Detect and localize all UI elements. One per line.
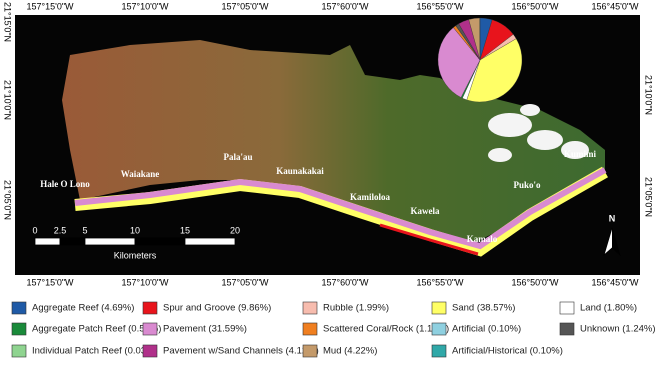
legend-label: Pavement w/Sand Channels (4.12%)	[163, 346, 319, 357]
scale-unit: Kilometers	[114, 250, 157, 260]
lon-label: 157°60'0"W	[321, 1, 369, 11]
legend-label: Artificial (0.10%)	[452, 324, 521, 335]
place-label: Kaunakakai	[276, 166, 324, 176]
place-label: Hale O Lono	[40, 179, 90, 189]
legend-label: Unknown (1.24%)	[580, 324, 656, 335]
scale-tick-label: 0	[32, 225, 37, 235]
legend-swatch	[12, 323, 26, 335]
legend-label: Individual Patch Reef (0.03%)	[32, 346, 158, 357]
lon-label: 157°60'0"W	[321, 277, 369, 287]
lon-label: 156°45'0"W	[591, 1, 639, 11]
place-label: Kamalo	[467, 234, 498, 244]
legend-swatch	[143, 323, 157, 335]
legend-label: Mud (4.22%)	[323, 346, 377, 357]
legend-swatch	[143, 302, 157, 314]
legend-swatch	[560, 323, 574, 335]
north-label: N	[609, 213, 616, 223]
lon-label: 156°55'0"W	[416, 277, 464, 287]
lat-label: 21°10'0"N	[3, 80, 13, 120]
scale-segment	[60, 238, 85, 245]
legend-swatch	[432, 323, 446, 335]
legend-label: Aggregate Patch Reef (0.56%)	[32, 324, 161, 335]
legend-label: Pavement (31.59%)	[163, 324, 247, 335]
place-label: Kawela	[411, 206, 440, 216]
lat-label: 21°15'0"N	[3, 2, 13, 42]
legend-swatch	[560, 302, 574, 314]
scale-tick-label: 10	[130, 225, 140, 235]
legend-label: Rubble (1.99%)	[323, 303, 389, 314]
lon-label: 156°50'0"W	[511, 277, 559, 287]
scale-segment	[35, 238, 60, 245]
lon-label: 157°05'0"W	[221, 1, 269, 11]
place-label: Kamiloloa	[350, 192, 390, 202]
lon-label: 156°50'0"W	[511, 1, 559, 11]
legend-swatch	[432, 345, 446, 357]
legend-swatch	[303, 323, 317, 335]
legend-swatch	[12, 345, 26, 357]
legend-label: Scattered Coral/Rock (1.14%)	[323, 324, 449, 335]
scale-tick-label: 15	[180, 225, 190, 235]
legend-swatch	[303, 302, 317, 314]
lon-label: 156°45'0"W	[591, 277, 639, 287]
legend-label: Sand (38.57%)	[452, 303, 515, 314]
lat-label: 21°10'0"N	[644, 75, 654, 115]
scale-segment	[85, 238, 135, 245]
place-label: Pala'au	[223, 152, 252, 162]
legend-label: Land (1.80%)	[580, 303, 637, 314]
lon-label: 157°10'0"W	[121, 277, 169, 287]
scale-tick-label: 20	[230, 225, 240, 235]
legend-label: Aggregate Reef (4.69%)	[32, 303, 134, 314]
legend-swatch	[432, 302, 446, 314]
scale-segment	[185, 238, 235, 245]
lon-label: 156°55'0"W	[416, 1, 464, 11]
scale-tick-label: 5	[82, 225, 87, 235]
legend-label: Spur and Groove (9.86%)	[163, 303, 271, 314]
place-label: Puko'o	[513, 180, 541, 190]
scale-tick-label: 2.5	[54, 225, 67, 235]
place-label: Kumimi	[564, 149, 597, 159]
legend-swatch	[143, 345, 157, 357]
lat-label: 21°05'0"N	[644, 177, 654, 217]
place-label: Waiakane	[121, 169, 160, 179]
legend-swatch	[12, 302, 26, 314]
lon-label: 157°15'0"W	[26, 1, 74, 11]
scale-segment	[135, 238, 185, 245]
lon-label: 157°15'0"W	[26, 277, 74, 287]
legend-label: Artificial/Historical (0.10%)	[452, 346, 563, 357]
lon-label: 157°05'0"W	[221, 277, 269, 287]
legend-swatch	[303, 345, 317, 357]
lon-label: 157°10'0"W	[121, 1, 169, 11]
lat-label: 21°05'0"N	[3, 180, 13, 220]
